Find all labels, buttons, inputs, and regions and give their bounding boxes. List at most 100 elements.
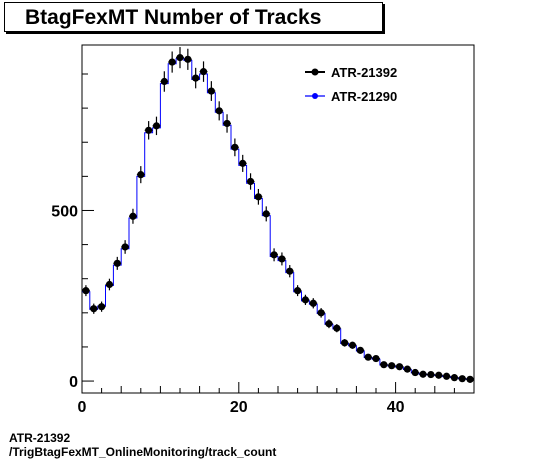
data-point [458,375,467,383]
point-marker [199,68,208,76]
point-marker [184,55,192,63]
point-marker [380,361,388,369]
data-point [113,256,122,270]
data-point [97,301,106,312]
data-point [199,61,208,82]
data-point [152,116,161,136]
point-marker [223,119,231,128]
point-marker [341,339,349,347]
point-marker [129,212,137,220]
footer-line-2: /TrigBtagFexMT_OnlineMonitoring/track_co… [9,445,277,459]
data-point [191,67,200,89]
point-marker [286,267,294,275]
data-point [309,298,318,309]
data-point [387,362,396,370]
data-point [168,51,177,73]
data-point [183,48,192,70]
point-marker [192,74,200,82]
chart-title: BtagFexMT Number of Tracks [25,6,322,29]
point-marker [168,58,176,66]
point-marker [348,341,357,349]
point-marker [466,375,474,383]
legend-marker-atr-21290 [312,93,318,99]
point-marker [301,296,310,304]
data-point [270,248,278,262]
axis-ticks [81,73,475,393]
data-point [356,346,365,354]
data-point [285,265,294,278]
point-marker [294,287,302,295]
data-point [364,353,373,361]
point-marker [356,346,364,354]
data-point [160,71,169,92]
point-marker [90,305,98,313]
footer-line-1: ATR-21392 [9,431,71,445]
data-point [317,308,326,318]
point-marker [372,354,380,363]
data-point [442,372,451,380]
data-point [278,252,286,266]
point-marker [395,363,404,371]
data-point [246,173,255,190]
x-tick-label: 20 [230,399,248,416]
data-point [419,370,427,378]
point-marker [403,365,411,373]
point-marker [105,280,114,289]
data-point [136,166,145,184]
point-marker [113,259,121,267]
point-marker [309,299,317,307]
point-marker [262,210,270,218]
data-point [293,285,302,297]
series-atr-21392 [82,47,474,383]
point-marker [231,143,239,151]
point-marker [207,87,215,95]
data-point [105,278,114,291]
data-point [129,208,137,224]
point-marker [160,77,168,86]
point-marker [317,309,325,317]
point-marker [435,371,443,379]
data-point [426,370,435,379]
data-point [348,341,357,349]
point-marker [325,320,333,328]
data-point [215,101,224,121]
data-point [176,47,184,69]
data-point [411,368,420,377]
point-marker [98,303,106,311]
data-point [340,339,349,347]
x-tick-label: 0 [78,399,87,416]
point-marker [278,255,286,263]
point-marker [442,372,451,380]
point-marker [254,193,262,201]
data-point [238,154,247,172]
data-point [372,354,380,363]
legend-label-atr-21290: ATR-21290 [331,89,397,104]
data-point [121,240,130,254]
point-marker [450,374,458,382]
plot-frame [81,44,475,394]
point-marker [364,353,372,361]
legend-marker-atr-21392 [311,68,319,76]
data-point [230,138,239,157]
point-marker [458,375,466,383]
point-marker [215,107,223,115]
point-marker [145,126,153,134]
chart-title-box: BtagFexMT Number of Tracks [4,2,383,32]
data-point [82,285,90,297]
data-point [325,319,333,329]
y-tick-label: 500 [51,203,78,220]
footer-caption: ATR-21392 /TrigBtagFexMT_OnlineMonitorin… [9,431,276,459]
point-marker [270,251,278,259]
data-point [254,188,263,205]
x-tick-label: 40 [387,399,405,416]
data-point [262,206,271,222]
point-marker [333,324,341,332]
legend-label-atr-21392: ATR-21392 [331,65,397,80]
y-tick-label: 0 [69,374,78,391]
point-marker [427,370,435,379]
data-point [434,371,443,379]
data-point [450,374,459,382]
data-point [301,294,310,305]
point-marker [176,54,184,62]
